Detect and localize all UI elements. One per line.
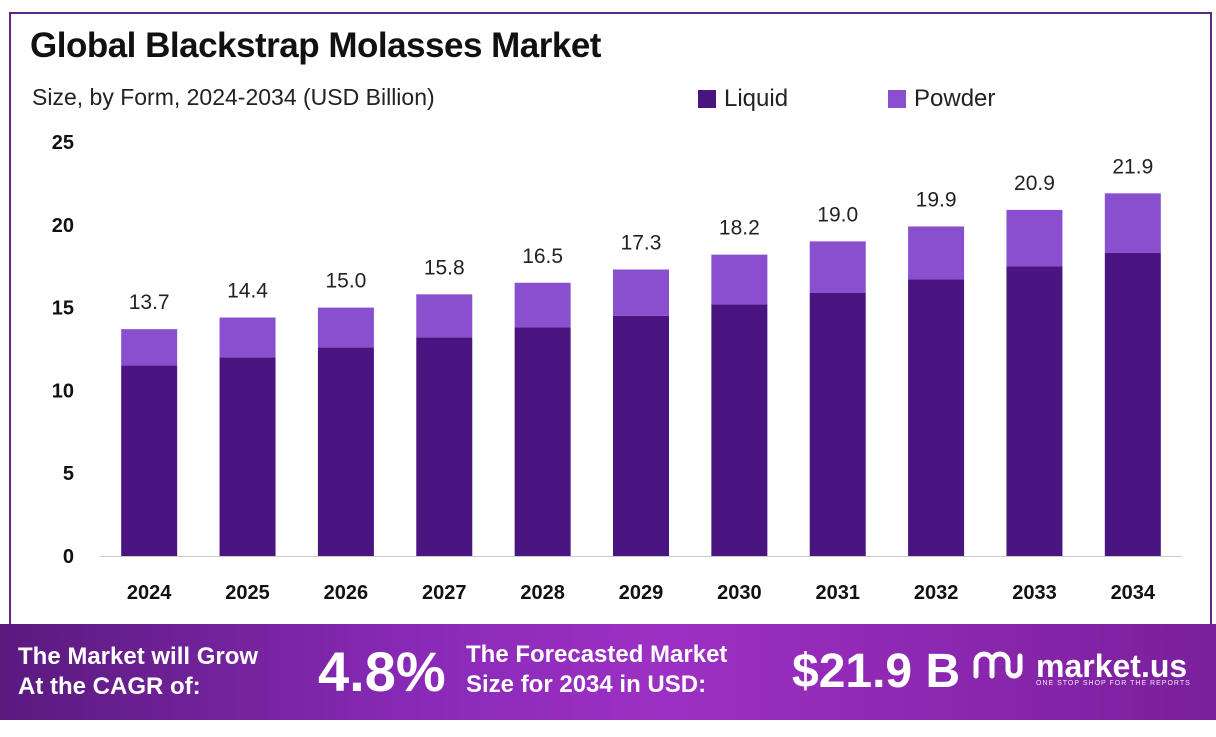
market-us-logo-icon	[973, 651, 1023, 679]
y-tick-label: 10	[52, 380, 74, 402]
bar-liquid-2024	[121, 365, 178, 556]
x-tick-label-2033: 2033	[1012, 582, 1057, 604]
forecast-value: $21.9 B	[792, 645, 961, 698]
y-tick-label: 0	[63, 546, 74, 568]
legend-label-powder: Powder	[914, 85, 996, 112]
brand-tagline: ONE STOP SHOP FOR THE REPORTS	[1036, 680, 1191, 687]
bar-liquid-2032	[908, 279, 965, 556]
bar-liquid-2027	[416, 337, 473, 556]
y-tick-label: 5	[63, 463, 74, 485]
x-tick-label-2029: 2029	[619, 582, 664, 604]
x-tick-label-2031: 2031	[815, 582, 860, 604]
data-label-total-2029: 17.3	[621, 232, 662, 255]
brand-logo[interactable]: market.us ONE STOP SHOP FOR THE REPORTS	[970, 646, 1190, 687]
footer-banner: The Market will Grow At the CAGR of: 4.8…	[0, 624, 1216, 720]
data-label-total-2025: 14.4	[227, 280, 268, 303]
bar-liquid-2026	[317, 347, 374, 556]
x-tick-label-2032: 2032	[914, 582, 959, 604]
legend-swatch-powder	[888, 90, 906, 108]
bar-powder-2031	[809, 241, 866, 293]
bar-liquid-2028	[514, 327, 571, 556]
bar-powder-2024	[121, 329, 178, 366]
cagr-label: The Market will Grow At the CAGR of:	[18, 642, 308, 702]
bar-powder-2026	[317, 307, 374, 348]
legend-swatch-liquid	[698, 90, 716, 108]
bar-liquid-2031	[809, 292, 866, 556]
bar-powder-2033	[1006, 209, 1063, 267]
bar-liquid-2025	[219, 357, 276, 556]
cagr-label-line2: At the CAGR of:	[18, 673, 201, 700]
bar-powder-2032	[908, 226, 965, 280]
forecast-label: The Forecasted Market Size for 2034 in U…	[466, 640, 776, 700]
data-label-total-2033: 20.9	[1014, 172, 1055, 195]
bar-powder-2027	[416, 294, 473, 338]
bar-liquid-2029	[613, 315, 669, 556]
data-label-total-2027: 15.8	[424, 256, 465, 279]
x-tick-label-2027: 2027	[422, 582, 467, 604]
y-tick-label: 25	[52, 132, 74, 154]
chart-plot: 051015202513.7202414.4202515.0202615.820…	[52, 132, 1182, 604]
data-label-total-2028: 16.5	[522, 245, 563, 268]
y-tick-label: 20	[52, 215, 74, 237]
bar-powder-2025	[219, 317, 276, 358]
chart-subtitle: Size, by Form, 2024-2034 (USD Billion)	[32, 84, 435, 110]
x-tick-label-2026: 2026	[324, 582, 369, 604]
x-tick-label-2034: 2034	[1111, 582, 1156, 604]
legend-label-liquid: Liquid	[724, 85, 789, 112]
data-label-total-2032: 19.9	[916, 188, 957, 211]
legend-item-powder: Powder	[888, 84, 995, 114]
bar-powder-2030	[711, 254, 768, 305]
data-label-total-2030: 18.2	[719, 217, 760, 240]
data-label-total-2034: 21.9	[1112, 155, 1153, 178]
x-tick-label-2028: 2028	[520, 582, 565, 604]
forecast-label-line1: The Forecasted Market	[466, 641, 728, 668]
x-tick-label-2025: 2025	[225, 582, 270, 604]
data-label-total-2024: 13.7	[129, 291, 170, 314]
data-label-total-2026: 15.0	[325, 270, 366, 293]
bar-powder-2029	[613, 269, 669, 316]
data-label-total-2031: 19.0	[817, 203, 858, 226]
chart-title: Global Blackstrap Molasses Market	[30, 26, 601, 65]
bar-liquid-2030	[711, 304, 768, 556]
bar-powder-2034	[1104, 193, 1161, 253]
bar-liquid-2034	[1104, 252, 1161, 556]
bar-powder-2028	[514, 282, 571, 328]
cagr-label-line1: The Market will Grow	[18, 643, 259, 670]
x-tick-label-2024: 2024	[127, 582, 172, 604]
bar-liquid-2033	[1006, 266, 1063, 556]
cagr-value: 4.8%	[318, 640, 446, 703]
forecast-label-line2: Size for 2034 in USD:	[466, 671, 707, 698]
x-tick-label-2030: 2030	[717, 582, 762, 604]
brand-name: market.us	[1036, 648, 1188, 684]
y-tick-label: 15	[52, 298, 74, 320]
legend-item-liquid: Liquid	[698, 84, 788, 114]
